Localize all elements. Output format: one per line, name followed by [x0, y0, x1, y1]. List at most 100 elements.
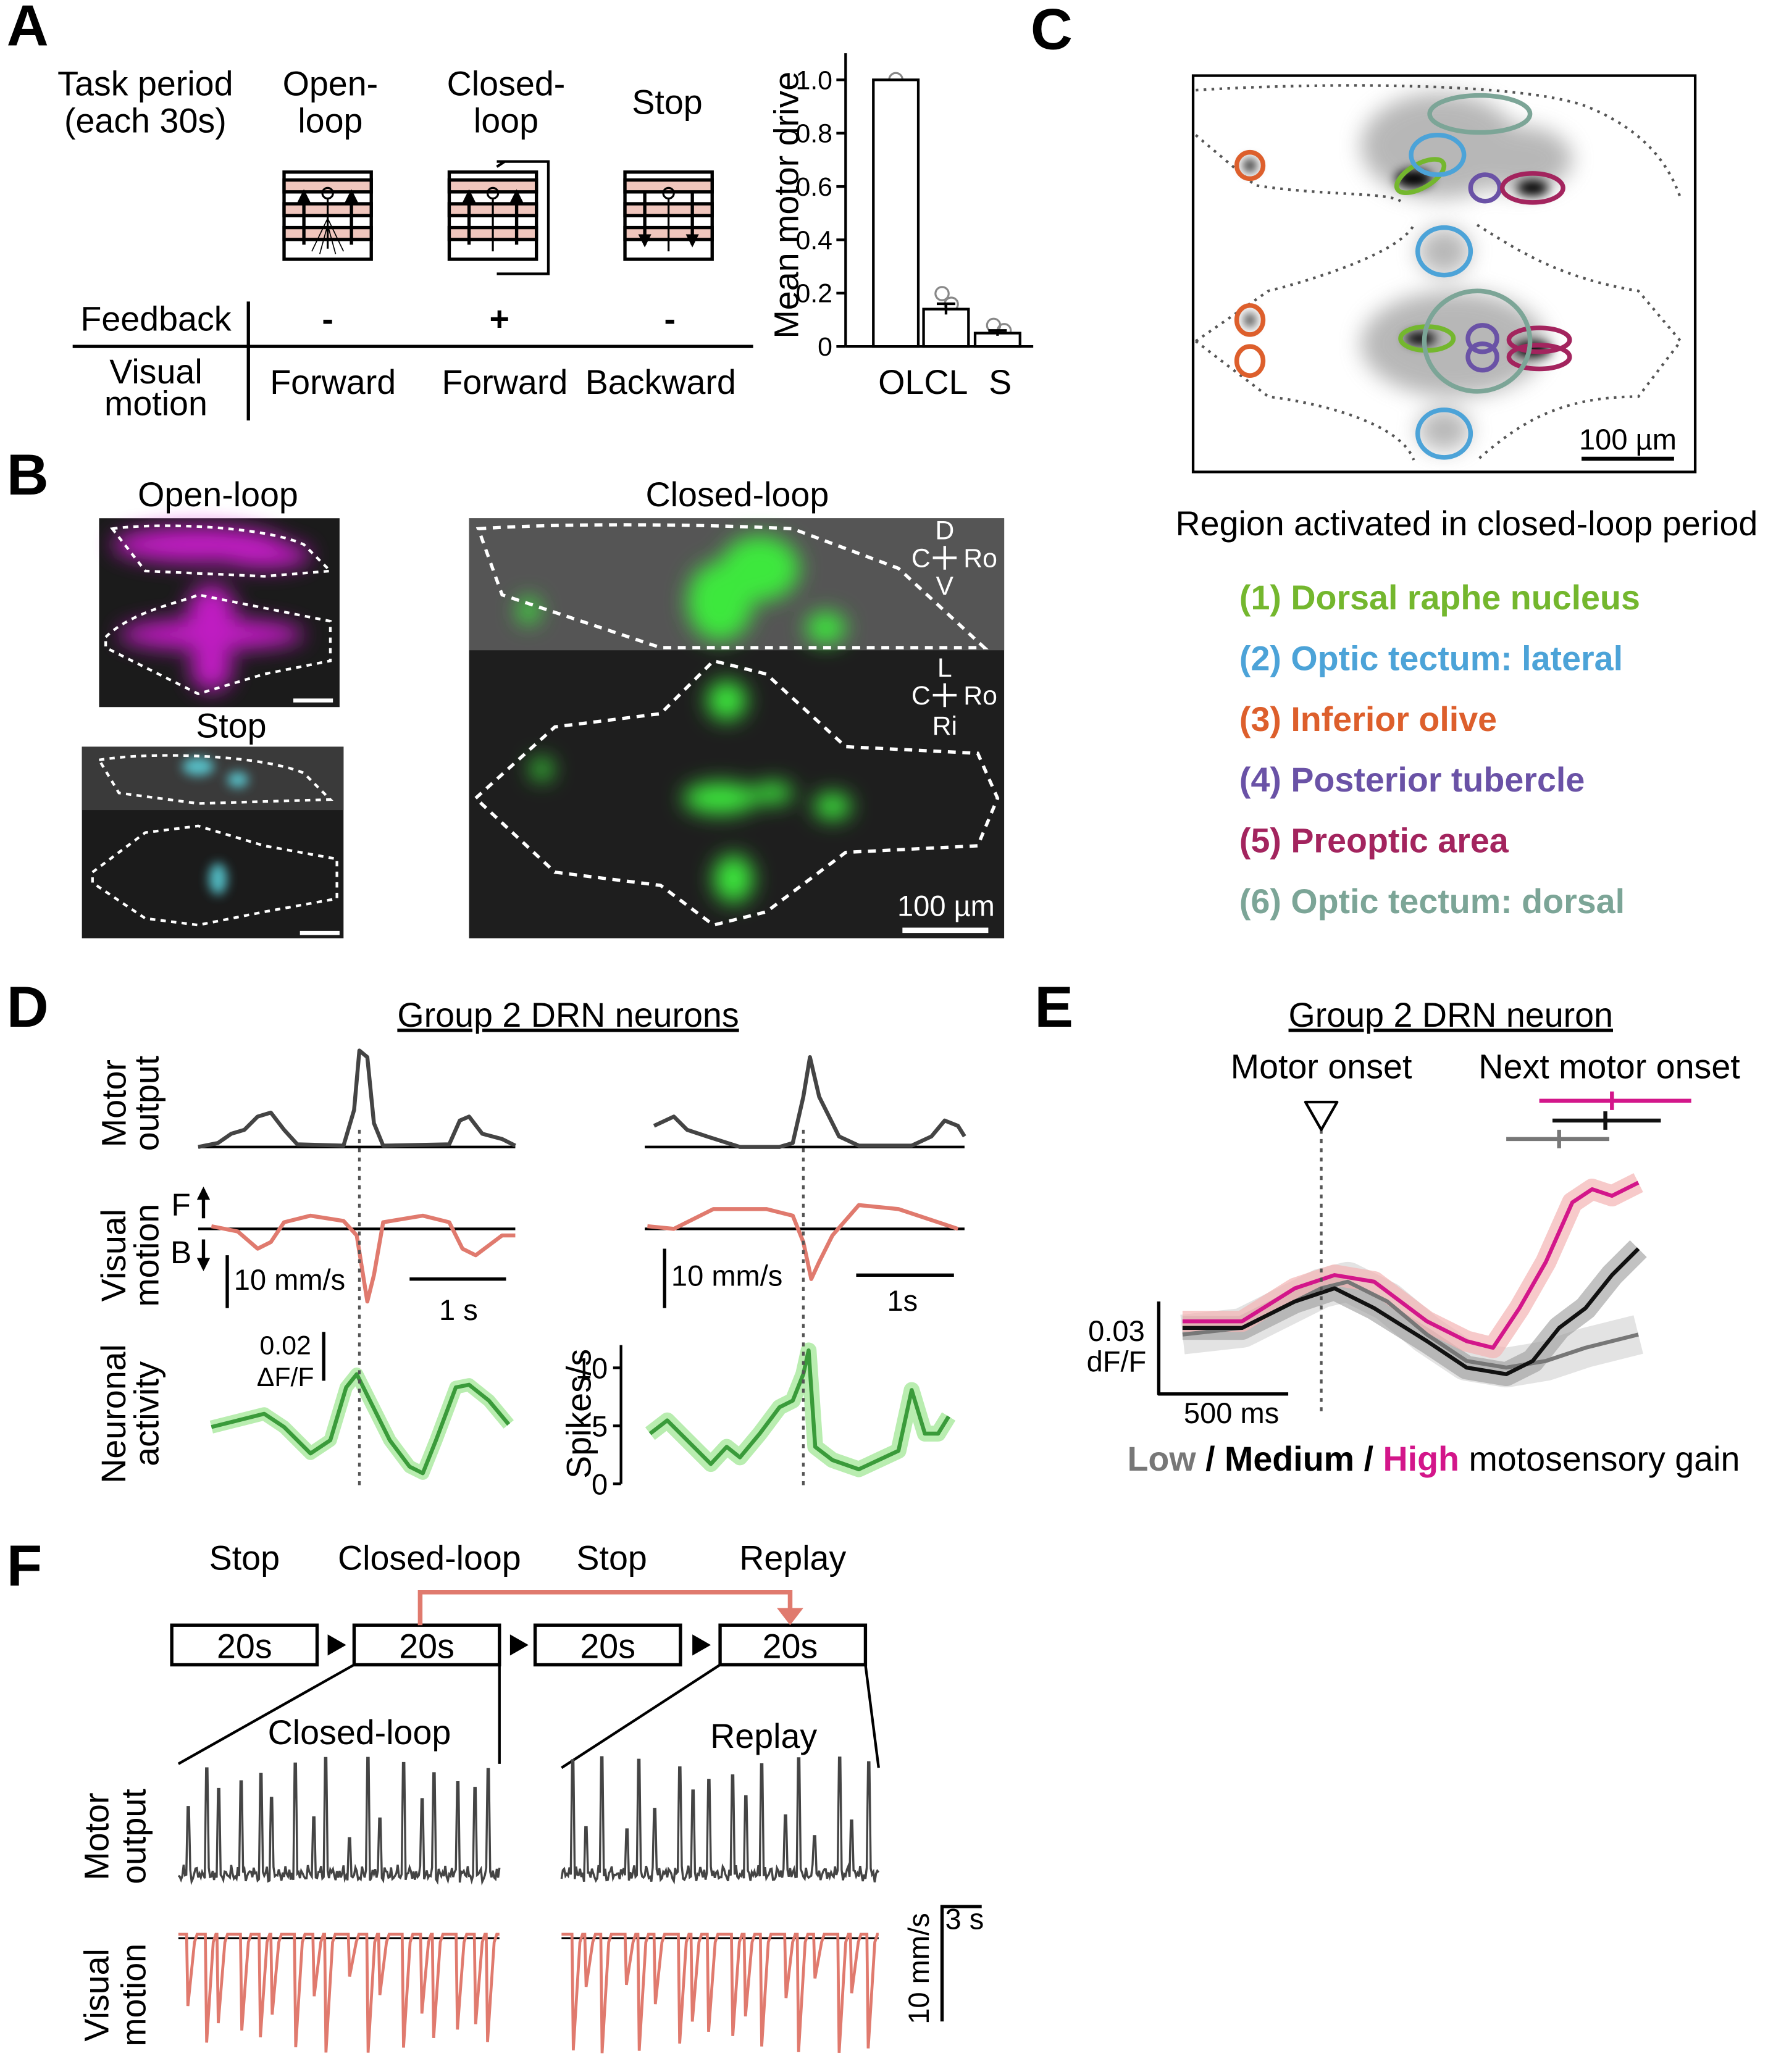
label: Spikes/s [559, 1349, 598, 1479]
ellipse-shape [190, 643, 233, 691]
path-shape [1552, 1111, 1661, 1130]
ellipse-shape [531, 758, 553, 780]
ellipse-shape [209, 863, 228, 895]
rect-shape [533, 1623, 682, 1667]
brain-image-closed-loop [469, 518, 1005, 938]
drn-traces [196, 1048, 966, 1487]
label: Stop [632, 83, 702, 122]
label: C [911, 543, 931, 573]
label: Visual [77, 1949, 115, 2041]
region-outline [1465, 323, 1499, 354]
region-outline [1415, 225, 1473, 278]
y-tick-label: 1.0 [795, 65, 832, 95]
label: 10 mm/s [671, 1259, 782, 1292]
y-tick-label: 10 [576, 1352, 608, 1385]
ellipse-shape [1517, 180, 1549, 196]
path-shape [1182, 1247, 1640, 1376]
gain-legend: Low / Medium / High motosensory gain [1127, 1440, 1740, 1478]
label: Stop [576, 1539, 647, 1577]
ellipse-shape [706, 680, 747, 721]
label: Open- [283, 65, 379, 103]
label: Next motor onset [1478, 1047, 1740, 1085]
label: L [937, 653, 952, 683]
path-shape [177, 1663, 880, 1769]
x-tick-label: S [989, 363, 1012, 401]
path-shape [647, 1203, 959, 1281]
label: Stop [209, 1539, 280, 1577]
label: 10 mm/s [234, 1263, 345, 1296]
region-outline [1234, 149, 1266, 182]
label: ΔF/F [257, 1363, 314, 1392]
path-shape [211, 1213, 516, 1304]
region-outline [1409, 133, 1467, 177]
label: - [322, 299, 333, 338]
legend-entry: / [1196, 1440, 1225, 1478]
path-shape [109, 524, 333, 578]
label: 100 µm [897, 889, 995, 922]
label: Visual [109, 353, 202, 391]
visual-trace [561, 1932, 879, 2053]
label: 0.03 [1088, 1314, 1145, 1347]
y-axis-title: Mean motor drive [767, 72, 805, 339]
path-shape [1476, 223, 1683, 461]
path-shape [1195, 340, 1415, 461]
label: 1 s [439, 1293, 478, 1326]
region-outline [1234, 303, 1266, 337]
y-tick-label: 5 [592, 1410, 608, 1442]
label: loop [298, 102, 362, 140]
label: Replay [710, 1717, 817, 1755]
ellipse-shape [227, 772, 249, 788]
label: 20s [217, 1627, 272, 1666]
label: Closed-loop [268, 1713, 451, 1752]
circle-shape [321, 186, 334, 200]
path-shape [1194, 134, 1402, 203]
legend-entry: Low [1127, 1440, 1196, 1478]
label: Replay [739, 1539, 846, 1577]
label: Open-loop [138, 475, 298, 514]
g-shape [112, 526, 311, 691]
label: V [936, 571, 954, 601]
path-shape [198, 1048, 516, 1149]
ellipse-shape [813, 793, 851, 820]
motor-trace [177, 1757, 501, 1886]
path-shape [653, 1055, 966, 1149]
visual-trace [178, 1932, 500, 2053]
ellipse-shape [1404, 332, 1436, 345]
label: 10 mm/s [902, 1913, 935, 2024]
y-tick-label: 0.4 [795, 225, 832, 255]
path-shape [417, 1590, 793, 1626]
region-outline [1499, 171, 1565, 205]
label: activity [128, 1361, 166, 1466]
region-outline [1234, 344, 1266, 378]
task-icons [72, 160, 753, 420]
rect-shape [170, 1623, 319, 1667]
label: output [128, 1055, 166, 1151]
ellipse-shape [806, 612, 846, 644]
path-shape [311, 218, 345, 254]
panel-letter: B [7, 442, 49, 507]
ellipse-shape [182, 757, 214, 776]
legend-entry: High [1383, 1440, 1459, 1478]
label: 20s [763, 1627, 818, 1666]
region-outline [1506, 325, 1572, 354]
label: loop [474, 102, 538, 140]
replay-traces [177, 1756, 880, 2053]
region-outline [1465, 341, 1499, 373]
path-shape [476, 523, 989, 650]
region-outline [1468, 172, 1502, 204]
region-label: (5) Preoptic area [1239, 822, 1509, 860]
label: Group 2 DRN neuron [1289, 996, 1613, 1034]
path-shape [327, 1634, 711, 1656]
ellipse-shape [753, 782, 793, 804]
g-shape [1194, 84, 1683, 461]
rect-shape [352, 1623, 501, 1667]
region-outline [1415, 407, 1473, 460]
label: Closed-loop [646, 475, 829, 514]
label: motion [114, 1944, 153, 2047]
y-tick-label: 0.8 [795, 119, 832, 149]
path-shape [473, 659, 1000, 927]
y-tick-label: 0 [818, 332, 832, 362]
path-shape [104, 593, 332, 696]
brain-image-open-loop [99, 518, 340, 708]
label: 1s [887, 1284, 918, 1317]
